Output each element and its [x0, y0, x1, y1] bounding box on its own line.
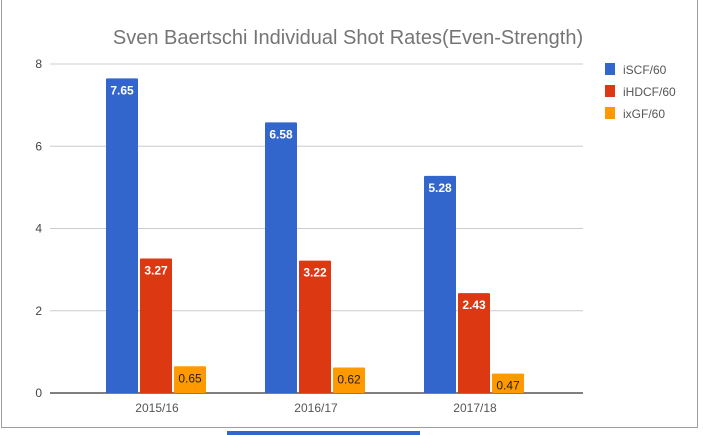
y-tick-label: 2 [35, 304, 42, 318]
bar-ixgf-60 [333, 367, 365, 393]
data-label: 7.65 [110, 83, 134, 97]
x-tick-label: 2015/16 [135, 401, 179, 415]
bar-ixgf-60 [492, 373, 524, 393]
y-tick-label: 0 [35, 386, 42, 400]
bar-iscf-60 [424, 175, 456, 393]
bar-ihdcf-60 [458, 293, 490, 393]
bar-ixgf-60 [174, 366, 206, 393]
data-label: 2.43 [462, 298, 486, 312]
chart-title: Sven Baertschi Individual Shot Rates(Eve… [113, 27, 583, 49]
bar-iscf-60 [106, 78, 138, 394]
data-label: 6.58 [269, 127, 293, 141]
y-tick-label: 6 [35, 139, 42, 153]
legend-swatch [605, 63, 615, 75]
legend-swatch [605, 107, 615, 119]
bar-iscf-60 [265, 122, 297, 394]
x-tick-label: 2017/18 [453, 401, 497, 415]
data-label: 0.62 [337, 373, 361, 387]
data-label: 3.27 [144, 264, 168, 278]
selection-indicator [227, 431, 420, 435]
bar-ihdcf-60 [299, 260, 331, 393]
y-tick-label: 4 [35, 222, 42, 236]
data-label: 3.22 [303, 266, 327, 280]
data-label: 0.65 [178, 371, 202, 385]
y-tick-label: 8 [35, 57, 42, 71]
bar-ihdcf-60 [140, 258, 172, 393]
data-label: 0.47 [496, 379, 520, 393]
legend-swatch [605, 85, 615, 97]
x-tick-label: 2016/17 [294, 401, 338, 415]
legend-label: iSCF/60 [623, 63, 667, 77]
data-label: 5.28 [428, 181, 452, 195]
legend-label: ixGF/60 [623, 107, 665, 121]
legend-label: iHDCF/60 [623, 85, 676, 99]
